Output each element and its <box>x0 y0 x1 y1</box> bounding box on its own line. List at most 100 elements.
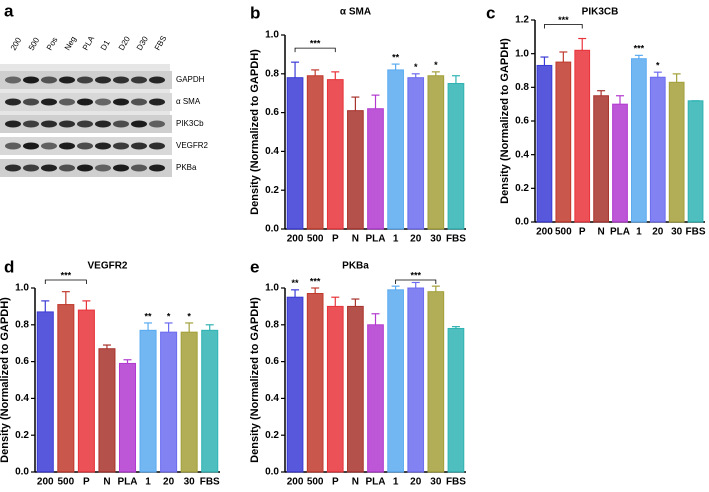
x-tick-label: 30 <box>430 477 442 488</box>
blot-band <box>23 164 39 172</box>
x-tick-label: 30 <box>184 477 196 488</box>
x-tick-label: 1 <box>393 477 399 488</box>
bar <box>427 291 445 473</box>
blot-band <box>59 98 75 106</box>
x-tick-label: 200 <box>287 234 304 245</box>
bar <box>387 69 404 230</box>
x-tick-label: P <box>579 227 586 238</box>
blot-band <box>59 120 75 128</box>
bar <box>347 305 364 473</box>
band-label: PKBa <box>176 163 197 172</box>
blot-band <box>149 120 165 128</box>
bar <box>326 305 344 473</box>
blot-band <box>77 164 93 172</box>
blot-band <box>23 142 39 150</box>
lane-label: FBS <box>153 34 169 52</box>
bar <box>447 327 465 473</box>
y-axis-label: Density (Normalized to GAPDH) <box>499 38 511 204</box>
x-tick-label: N <box>597 227 604 238</box>
x-tick-label: 20 <box>163 477 175 488</box>
significance-label: * <box>167 311 171 321</box>
blot-band <box>41 76 57 84</box>
x-tick-label: 500 <box>307 234 324 245</box>
blot-band <box>77 120 93 128</box>
blot-band <box>113 76 129 84</box>
blot-band <box>5 98 21 106</box>
y-tick-label: 0.6 <box>265 356 279 367</box>
x-tick-label: PLA <box>366 477 386 488</box>
panel-letter: a <box>4 1 14 20</box>
x-tick-label: 1 <box>393 234 399 245</box>
x-tick-label: P <box>332 234 339 245</box>
y-tick-label: 0.0 <box>265 467 279 478</box>
panel-letter: d <box>4 257 14 276</box>
x-tick-label: N <box>103 477 110 488</box>
panel-letter: e <box>250 257 259 276</box>
x-tick-label: PLA <box>610 227 630 238</box>
y-tick-label: 1.0 <box>515 48 529 59</box>
blot-band <box>113 142 129 150</box>
blot-band <box>113 120 129 128</box>
bar <box>367 108 384 230</box>
bar <box>407 287 425 473</box>
blot-band <box>41 164 57 172</box>
x-tick-label: 500 <box>307 477 324 488</box>
x-tick-label: 500 <box>57 477 74 488</box>
y-tick-label: 0.2 <box>15 430 29 441</box>
blot-band <box>23 120 39 128</box>
bar <box>306 293 324 473</box>
significance-label: ** <box>292 278 300 288</box>
x-tick-label: PLA <box>118 477 138 488</box>
x-tick-label: 1 <box>145 477 151 488</box>
blot-band <box>41 142 57 150</box>
lane-label: 200 <box>9 36 24 53</box>
bar <box>160 331 178 473</box>
blot-band <box>77 142 93 150</box>
y-tick-label: 0.2 <box>265 430 279 441</box>
significance-bracket <box>44 279 87 284</box>
x-tick-label: 20 <box>410 477 422 488</box>
x-tick-label: 200 <box>37 477 54 488</box>
y-tick-label: 1.0 <box>265 30 279 41</box>
blot-band <box>95 120 111 128</box>
chart-title: PIK3CB <box>582 7 619 18</box>
blot-band <box>5 76 21 84</box>
blot-band <box>77 76 93 84</box>
y-tick-label: 0.8 <box>15 319 29 330</box>
x-tick-label: P <box>83 477 90 488</box>
y-tick-label: 0.4 <box>265 393 279 404</box>
chart-title: VEGFR2 <box>87 261 127 272</box>
x-tick-label: FBS <box>686 227 706 238</box>
y-tick-label: 0.4 <box>15 393 29 404</box>
lane-label: D20 <box>117 34 132 52</box>
blot-band <box>23 76 39 84</box>
bar <box>98 348 116 473</box>
y-tick-label: 0.0 <box>15 467 29 478</box>
x-tick-label: FBS <box>200 477 220 488</box>
significance-bracket <box>544 24 583 29</box>
x-tick-label: 200 <box>536 227 553 238</box>
y-tick-label: 0.0 <box>515 217 529 228</box>
blot-band <box>59 142 75 150</box>
y-tick-label: 1.0 <box>15 283 29 294</box>
bar <box>286 296 304 473</box>
y-axis-label: Density (Normalized to GAPDH) <box>0 297 11 463</box>
significance-label: *** <box>558 15 569 25</box>
significance-label: *** <box>634 44 645 54</box>
y-tick-label: 1.2 <box>515 15 529 26</box>
y-tick-label: 0.8 <box>265 319 279 330</box>
y-tick-label: 0.8 <box>265 68 279 79</box>
blot-band <box>77 98 93 106</box>
blot-band <box>5 164 21 172</box>
blot-band <box>95 142 111 150</box>
bar <box>687 100 704 223</box>
y-axis-label: Density (Normalized to GAPDH) <box>249 49 261 215</box>
bar <box>286 77 304 230</box>
band-label: PIK3Cb <box>176 119 204 128</box>
blot-band <box>41 120 57 128</box>
blot-band <box>95 98 111 106</box>
blot-band <box>131 76 147 84</box>
significance-label: ** <box>392 52 400 62</box>
chart-title: α SMA <box>340 7 371 18</box>
bar <box>57 304 75 473</box>
